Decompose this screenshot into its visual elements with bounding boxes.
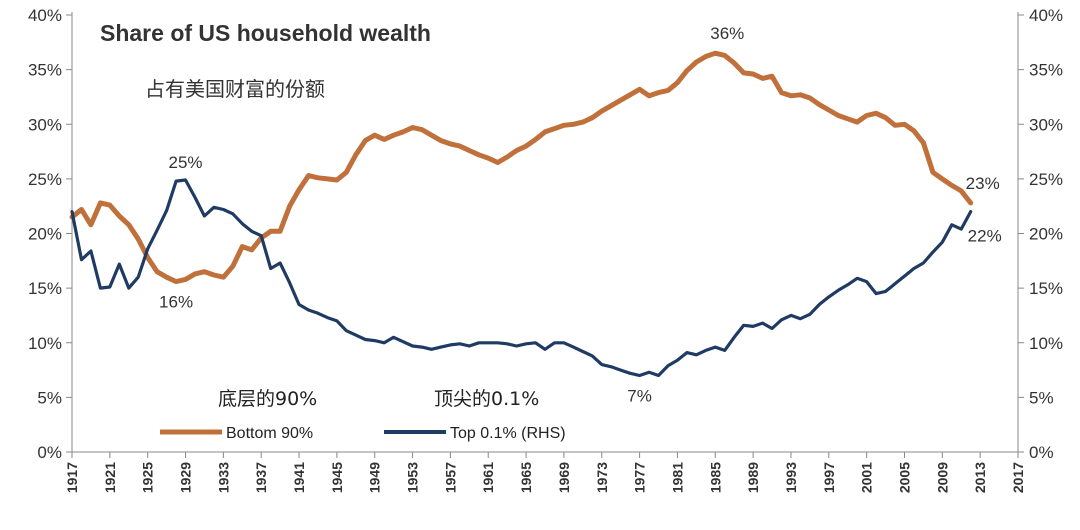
y-tick-label-right: 25% <box>1029 170 1063 189</box>
y-tick-label-right: 5% <box>1029 388 1054 407</box>
series-line-top01 <box>70 178 973 378</box>
x-tick-label: 1925 <box>140 462 156 493</box>
y-tick-label-right: 40% <box>1029 6 1063 25</box>
legend-label-bottom90: Bottom 90% <box>226 425 313 442</box>
data-label: 16% <box>159 293 193 312</box>
y-tick-label-right: 30% <box>1029 115 1063 134</box>
x-tick-label: 2009 <box>934 462 950 493</box>
x-tick-label: 1957 <box>442 462 458 493</box>
x-tick-label: 1937 <box>253 462 269 493</box>
legend-label-top01: Top 0.1% (RHS) <box>450 425 566 442</box>
axes: 0% 5% 10% 15% 20% 25% 30% 35% 40% 0% 5% 10% 15% 20% 25… <box>28 6 1063 493</box>
series-lines <box>69 50 974 378</box>
data-label: 22% <box>968 227 1002 246</box>
y-tick-label-right: 20% <box>1029 225 1063 244</box>
x-tick-label: 1973 <box>594 462 610 493</box>
y-tick-label-left: 0% <box>37 443 62 462</box>
x-tick-label: 1981 <box>669 462 685 493</box>
chart-title: Share of US household wealth <box>100 20 431 46</box>
y-tick-label-left: 40% <box>28 6 62 25</box>
data-label: 23% <box>966 174 1000 193</box>
y-tick-label-left: 35% <box>28 61 62 80</box>
x-tick-label: 1977 <box>632 462 648 493</box>
y-tick-label-right: 15% <box>1029 279 1063 298</box>
series-line-bottom90 <box>69 50 974 285</box>
x-tick-label: 2005 <box>896 462 912 493</box>
x-tick-label: 1993 <box>783 462 799 493</box>
y-tick-label-right: 0% <box>1029 443 1054 462</box>
legend: 底层的90% 顶尖的0.1% Bottom 90% Top 0.1% (RHS) <box>160 388 566 442</box>
legend-cn-label-top01: 顶尖的0.1% <box>434 388 539 410</box>
x-tick-label: 1941 <box>291 462 307 493</box>
x-tick-label: 2017 <box>1010 462 1026 493</box>
x-tick-label: 1965 <box>518 462 534 493</box>
x-tick-label: 1989 <box>745 462 761 493</box>
x-tick-label: 1949 <box>367 462 383 493</box>
y-tick-label-left: 15% <box>28 279 62 298</box>
data-label: 7% <box>627 387 652 406</box>
legend-cn-label-bottom90: 底层的90% <box>218 388 317 410</box>
annotation-labels: 25% 16% 36% 7% 23% 22% <box>159 24 1002 405</box>
y-tick-label-left: 10% <box>28 334 62 353</box>
y-tick-label-right: 35% <box>1029 61 1063 80</box>
x-tick-label: 1929 <box>178 462 194 493</box>
x-tick-label: 1985 <box>707 462 723 493</box>
data-label: 25% <box>169 153 203 172</box>
y-tick-label-left: 5% <box>37 388 62 407</box>
y-tick-label-left: 20% <box>28 225 62 244</box>
x-tick-label: 1961 <box>480 462 496 493</box>
data-label: 36% <box>710 24 744 43</box>
x-tick-label: 1953 <box>405 462 421 493</box>
x-tick-label: 2001 <box>859 462 875 493</box>
y-tick-label-left: 30% <box>28 115 62 134</box>
y-tick-label-right: 10% <box>1029 334 1063 353</box>
x-tick-label: 1945 <box>329 462 345 493</box>
chart-subtitle: 占有美国财富的份额 <box>145 77 325 101</box>
x-tick-label: 1917 <box>64 462 80 493</box>
x-tick-label: 1969 <box>556 462 572 493</box>
x-tick-label: 1921 <box>102 462 118 493</box>
x-tick-label: 2013 <box>972 462 988 493</box>
x-tick-label: 1997 <box>821 462 837 493</box>
y-tick-label-left: 25% <box>28 170 62 189</box>
x-tick-label: 1933 <box>215 462 231 493</box>
